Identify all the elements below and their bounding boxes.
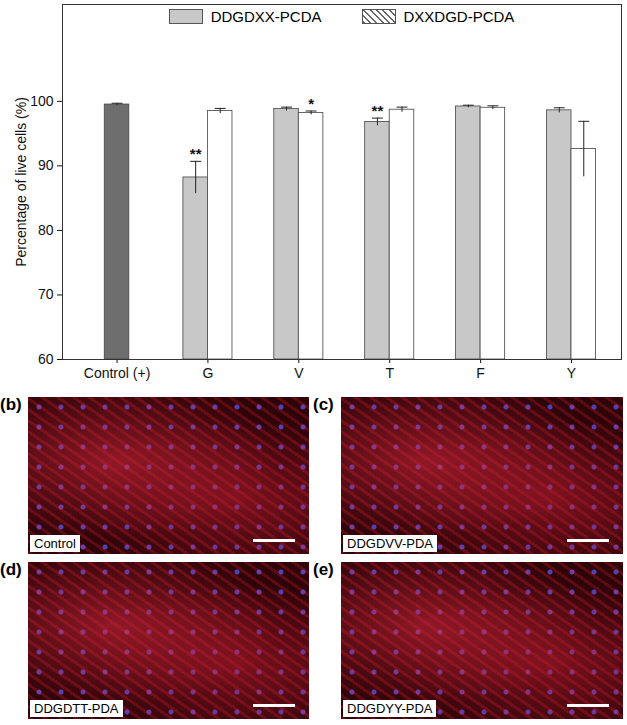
svg-text:Control (+): Control (+) xyxy=(84,365,151,381)
svg-text:F: F xyxy=(476,365,485,381)
svg-text:Y: Y xyxy=(567,365,577,381)
html-text:DDGDVV-PDA: DDGDVV-PDA xyxy=(347,536,433,551)
svg-text:Percentage of live cells (%): Percentage of live cells (%) xyxy=(13,97,29,267)
html-text:DXXDGD-PCDA: DXXDGD-PCDA xyxy=(403,8,515,25)
svg-text:100: 100 xyxy=(30,93,54,109)
svg-text:*: * xyxy=(308,95,314,112)
svg-text:T: T xyxy=(385,365,394,381)
svg-text:**: ** xyxy=(190,145,202,162)
svg-text:**: ** xyxy=(372,102,384,119)
svg-text:70: 70 xyxy=(38,286,54,302)
svg-text:90: 90 xyxy=(38,157,54,173)
html-text:(b): (b) xyxy=(0,395,22,414)
html-text:Control: Control xyxy=(34,536,76,551)
html-text:(e): (e) xyxy=(313,560,334,579)
html-text:(d): (d) xyxy=(0,560,22,579)
svg-text:80: 80 xyxy=(38,222,54,238)
html-text:DDGDYY-PDA: DDGDYY-PDA xyxy=(347,701,433,716)
html-text:DDGDTT-PDA: DDGDTT-PDA xyxy=(34,701,119,716)
svg-text:V: V xyxy=(294,365,304,381)
html-text:(c): (c) xyxy=(313,395,334,414)
svg-text:G: G xyxy=(202,365,213,381)
html-text:DDGDXX-PCDA: DDGDXX-PCDA xyxy=(210,8,322,25)
svg-text:60: 60 xyxy=(38,351,54,367)
